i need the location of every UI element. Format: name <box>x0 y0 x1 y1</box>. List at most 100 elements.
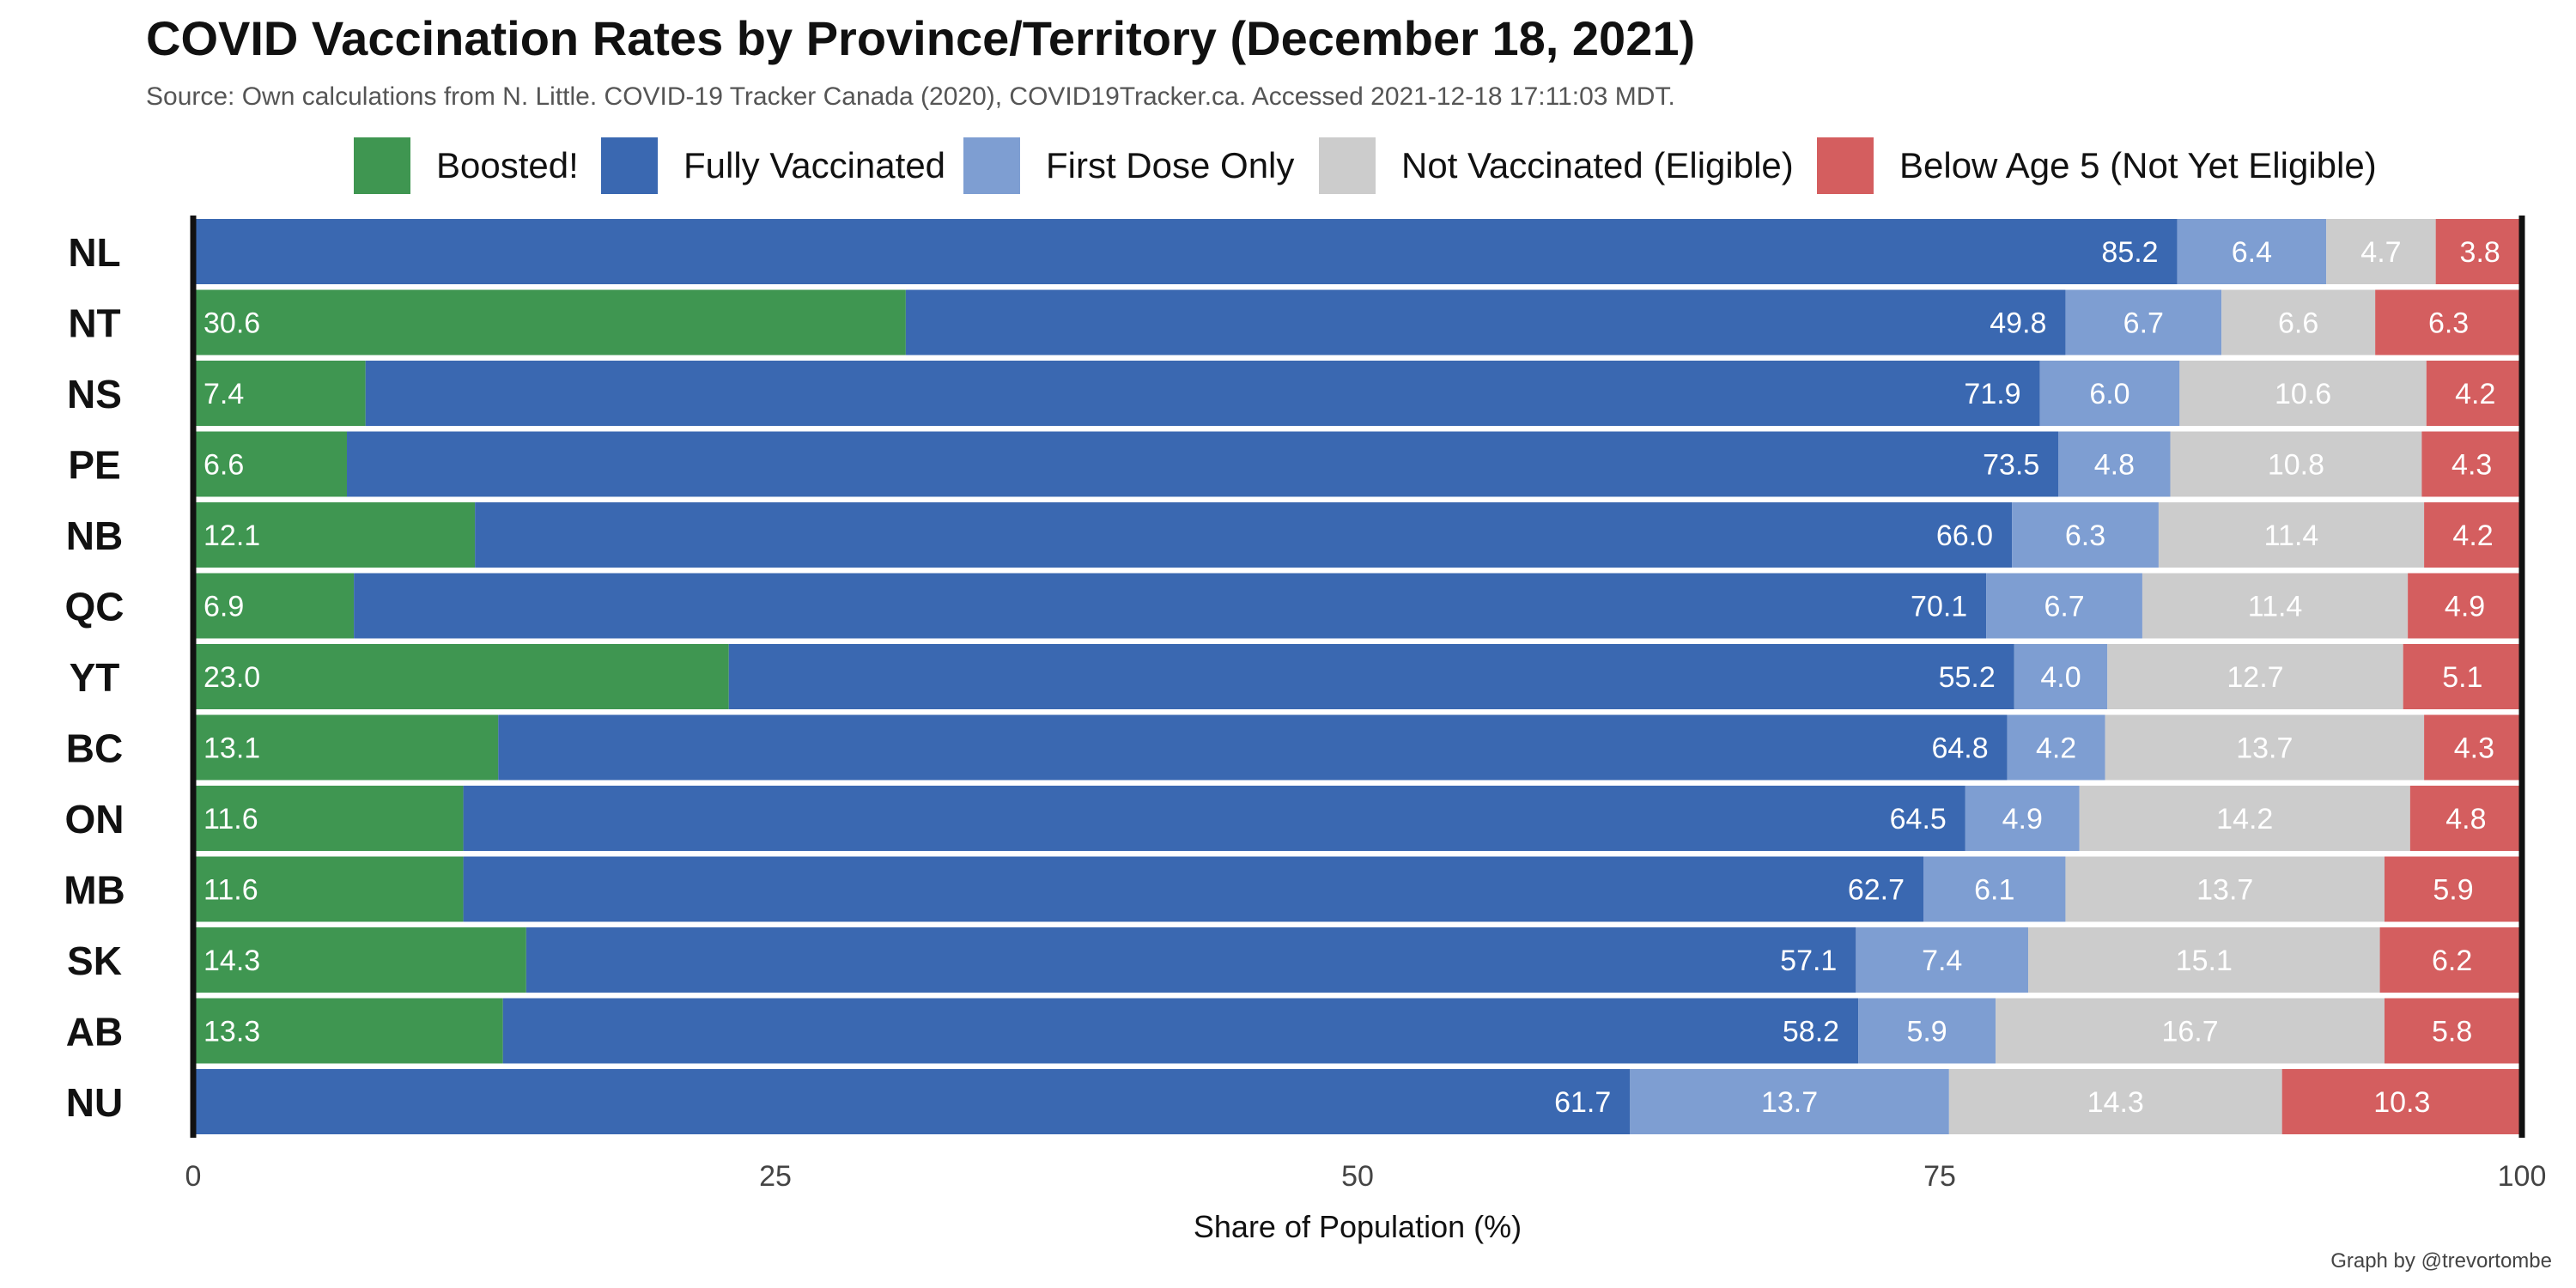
bar-nb-first <box>2012 502 2159 568</box>
legend-swatch-below-age-5 <box>1817 137 1874 194</box>
legend-label-below-age-5: Below Age 5 (Not Yet Eligible) <box>1899 145 2377 185</box>
bar-ns-boosted <box>193 361 366 426</box>
bar-nt-not_vaccinated <box>2221 289 2376 355</box>
x-tick-label-75: 75 <box>1923 1160 1956 1193</box>
legend-label-not-vaccinated: Not Vaccinated (Eligible) <box>1401 145 1794 185</box>
data-label-nt-not_vaccinated: 6.6 <box>2278 307 2318 340</box>
bar-yt-fully <box>728 644 2014 709</box>
legend-item-first-dose-only: First Dose Only <box>963 137 1294 194</box>
bar-pe-first <box>2058 431 2171 497</box>
data-label-nu-below5: 10.3 <box>2373 1086 2430 1119</box>
bar-nl-below5 <box>2435 219 2524 284</box>
bar-nt-boosted <box>193 289 906 355</box>
data-label-mb-boosted: 11.6 <box>204 874 258 907</box>
bar-bc-below5 <box>2424 714 2524 781</box>
data-label-sk-below5: 6.2 <box>2432 945 2472 977</box>
data-label-pe-first: 4.8 <box>2094 449 2135 482</box>
data-label-ns-first: 6.0 <box>2089 378 2129 410</box>
chart-subtitle: Source: Own calculations from N. Little.… <box>146 82 1675 111</box>
y-tick-label-nt: NT <box>68 301 120 346</box>
bar-sk-first <box>1856 927 2029 993</box>
bar-ab-boosted <box>193 998 503 1064</box>
bar-on-not_vaccinated <box>2079 786 2410 851</box>
data-label-nu-not_vaccinated: 14.3 <box>2087 1086 2144 1119</box>
legend-swatch-fully-vaccinated <box>601 137 658 194</box>
data-label-yt-first: 4.0 <box>2040 661 2081 694</box>
data-label-ab-below5: 5.8 <box>2432 1016 2472 1048</box>
bar-ab-fully <box>502 998 1859 1064</box>
bar-nl-fully <box>193 219 2178 284</box>
bar-yt-first <box>2014 644 2108 709</box>
y-tick-label-sk: SK <box>67 939 122 983</box>
bar-mb-first <box>1923 856 2066 922</box>
data-label-on-below5: 4.8 <box>2445 803 2486 835</box>
data-label-pe-boosted: 6.6 <box>204 449 244 482</box>
data-label-bc-boosted: 13.1 <box>204 732 260 765</box>
chart-title: COVID Vaccination Rates by Province/Terr… <box>146 11 1696 65</box>
data-label-pe-below5: 4.3 <box>2451 449 2492 482</box>
bar-bc-not_vaccinated <box>2105 714 2425 781</box>
legend-label-first-dose-only: First Dose Only <box>1046 145 1295 185</box>
y-tick-label-qc: QC <box>65 585 125 629</box>
bar-nb-not_vaccinated <box>2158 502 2425 568</box>
bar-nu-first <box>1630 1069 1949 1134</box>
data-label-nb-not_vaccinated: 11.4 <box>2264 519 2319 552</box>
y-tick-label-nl: NL <box>68 230 120 275</box>
bar-qc-below5 <box>2408 573 2522 639</box>
bar-pe-not_vaccinated <box>2170 431 2422 497</box>
bar-nb-fully <box>475 502 2013 568</box>
bar-nl-not_vaccinated <box>2326 219 2436 284</box>
bar-yt-not_vaccinated <box>2107 644 2403 709</box>
data-label-nu-first: 13.7 <box>1761 1086 1818 1119</box>
bar-on-fully <box>463 786 1965 851</box>
data-label-nt-below5: 6.3 <box>2428 307 2469 340</box>
data-label-sk-fully: 57.1 <box>1780 945 1837 977</box>
y-tick-label-on: ON <box>65 797 125 841</box>
bar-on-boosted <box>193 786 464 851</box>
bar-sk-fully <box>526 927 1856 993</box>
bar-mb-not_vaccinated <box>2065 856 2385 922</box>
bar-qc-boosted <box>193 573 355 639</box>
legend-item-below-age-5: Below Age 5 (Not Yet Eligible) <box>1817 137 2377 194</box>
data-label-mb-fully: 62.7 <box>1848 874 1905 907</box>
y-tick-label-ns: NS <box>67 372 122 416</box>
y-tick-label-yt: YT <box>70 655 120 700</box>
bar-sk-below5 <box>2379 927 2524 993</box>
data-label-sk-not_vaccinated: 15.1 <box>2176 945 2233 977</box>
data-label-yt-not_vaccinated: 12.7 <box>2227 661 2283 694</box>
legend-swatch-not-vaccinated <box>1319 137 1376 194</box>
bar-qc-fully <box>354 573 1987 639</box>
x-tick-label-25: 25 <box>759 1160 792 1193</box>
bar-ab-not_vaccinated <box>1996 998 2385 1064</box>
data-label-ab-first: 5.9 <box>1906 1016 1947 1048</box>
data-label-bc-fully: 64.8 <box>1931 732 1988 765</box>
bar-bc-boosted <box>193 714 499 781</box>
chart-credit: Graph by @trevortombe <box>2330 1249 2552 1273</box>
data-label-nl-fully: 85.2 <box>2101 236 2158 269</box>
data-label-pe-fully: 73.5 <box>1983 449 2039 482</box>
bar-sk-not_vaccinated <box>2028 927 2380 993</box>
y-tick-label-pe: PE <box>68 443 120 488</box>
bar-ns-first <box>2039 361 2180 426</box>
y-tick-label-nu: NU <box>66 1080 123 1125</box>
x-tick-label-0: 0 <box>185 1160 202 1193</box>
bar-nu-not_vaccinated <box>1948 1069 2282 1134</box>
y-tick-label-bc: BC <box>66 726 123 771</box>
data-label-ns-below5: 4.2 <box>2455 378 2495 410</box>
bar-ab-first <box>1858 998 1996 1064</box>
bar-nt-below5 <box>2375 289 2522 355</box>
bar-nu-fully <box>193 1069 1631 1134</box>
bar-ns-not_vaccinated <box>2179 361 2427 426</box>
data-label-pe-not_vaccinated: 10.8 <box>2268 449 2324 482</box>
data-label-on-boosted: 11.6 <box>204 803 258 835</box>
data-label-ab-boosted: 13.3 <box>204 1016 260 1048</box>
bar-nb-below5 <box>2424 502 2522 568</box>
legend-item-not-vaccinated: Not Vaccinated (Eligible) <box>1319 137 1794 194</box>
data-label-nb-first: 6.3 <box>2065 519 2105 552</box>
bar-qc-first <box>1986 573 2142 639</box>
legend: Boosted! Fully Vaccinated First Dose Onl… <box>0 129 2576 197</box>
data-label-ns-fully: 71.9 <box>1964 378 2020 410</box>
bar-on-first <box>1965 786 2080 851</box>
bar-nt-first <box>2065 289 2222 355</box>
bar-ns-fully <box>365 361 2040 426</box>
